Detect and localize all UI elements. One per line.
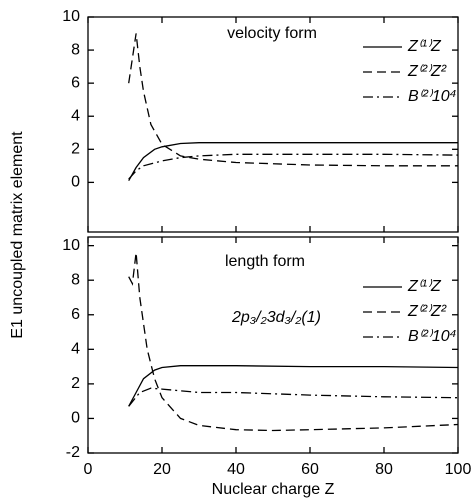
data-line [128, 387, 459, 407]
x-tick-label: 20 [153, 461, 171, 478]
x-axis-label: Nuclear charge Z [212, 481, 335, 498]
legend-label: Z⁽²⁾Z² [407, 63, 447, 80]
legend-label: B⁽²⁾10⁴ [408, 88, 457, 105]
x-tick-label: 0 [84, 461, 93, 478]
y-tick-label: 0 [71, 410, 80, 427]
x-tick-label: 100 [445, 461, 472, 478]
y-axis-label: E1 uncoupled matrix element [9, 131, 26, 339]
data-line [128, 153, 459, 180]
legend-label: Z⁽²⁾Z² [407, 303, 447, 320]
y-tick-label: 8 [71, 271, 80, 288]
x-tick-label: 80 [375, 461, 393, 478]
y-tick-label: 6 [71, 306, 80, 323]
x-tick-label: 40 [227, 461, 245, 478]
y-tick-label: 4 [71, 341, 80, 358]
legend-label: Z⁽¹⁾Z [407, 278, 442, 295]
annotation: 2p₃/₂3d₃/₂(1) [231, 309, 321, 326]
y-tick-label: 8 [71, 41, 80, 58]
x-tick-label: 60 [301, 461, 319, 478]
panel-title: velocity form [227, 25, 317, 42]
data-line [128, 33, 458, 167]
legend-label: B⁽²⁾10⁴ [408, 328, 457, 345]
y-tick-label: 4 [71, 107, 80, 124]
plot-frame [87, 236, 459, 454]
y-tick-label: 2 [71, 141, 80, 158]
data-line [128, 252, 459, 432]
data-line [128, 142, 458, 182]
y-tick-label: 6 [71, 74, 80, 91]
y-tick-label: 2 [71, 375, 80, 392]
plot-frame [87, 16, 459, 233]
panel-title: length form [225, 253, 305, 270]
y-tick-label: 10 [62, 237, 80, 254]
data-line [128, 365, 459, 407]
y-tick-label: -2 [66, 444, 80, 461]
y-tick-label: 10 [62, 8, 80, 25]
legend-label: Z⁽¹⁾Z [407, 38, 442, 55]
y-tick-label: 0 [71, 174, 80, 191]
